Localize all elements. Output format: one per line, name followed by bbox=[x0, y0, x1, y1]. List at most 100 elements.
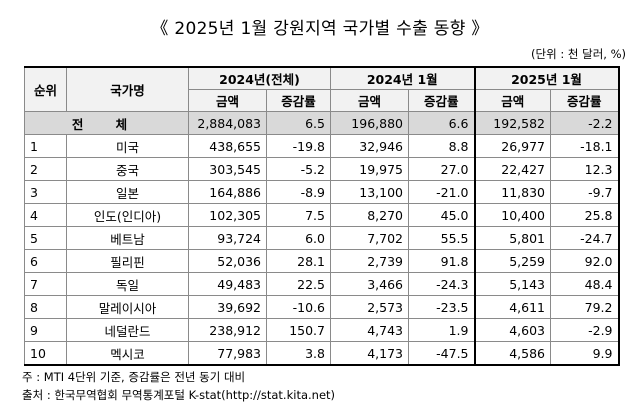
cell-p1-amount: 303,545 bbox=[188, 157, 267, 181]
cell-p1-rate: 150.7 bbox=[266, 318, 331, 342]
cell-p3-amount: 26,977 bbox=[473, 134, 551, 158]
cell-p2-amount: 2,573 bbox=[330, 295, 409, 319]
cell-p1-amount: 164,886 bbox=[188, 180, 267, 204]
header-country: 국가명 bbox=[66, 66, 189, 112]
cell-p1-rate: 3.8 bbox=[266, 341, 331, 366]
cell-p2-amount: 4,743 bbox=[330, 318, 409, 342]
cell-p1-amount: 2,884,083 bbox=[188, 111, 267, 135]
cell-p3-amount: 4,603 bbox=[473, 318, 551, 342]
header-rank: 순위 bbox=[24, 66, 67, 112]
export-table: 순위 국가명 2024년(전체) 2024년 1월 2025년 1월 금액 증감… bbox=[24, 66, 620, 366]
cell-p2-amount: 4,173 bbox=[330, 341, 409, 366]
cell-p3-rate: 48.4 bbox=[550, 272, 620, 296]
cell-p3-rate: 25.8 bbox=[550, 203, 620, 227]
header-period-2025-jan: 2025년 1월 bbox=[473, 66, 620, 90]
header-rate: 증감률 bbox=[550, 89, 620, 112]
header-amount: 금액 bbox=[188, 89, 267, 112]
cell-p3-amount: 10,400 bbox=[473, 203, 551, 227]
cell-p1-rate: 22.5 bbox=[266, 272, 331, 296]
cell-p3-amount: 5,259 bbox=[473, 249, 551, 273]
cell-rank: 5 bbox=[24, 226, 67, 250]
cell-rank: 2 bbox=[24, 157, 67, 181]
cell-p2-rate: -21.0 bbox=[408, 180, 475, 204]
cell-p3-amount: 5,801 bbox=[473, 226, 551, 250]
cell-p2-amount: 3,466 bbox=[330, 272, 409, 296]
cell-country: 네덜란드 bbox=[66, 318, 189, 342]
cell-p2-amount: 13,100 bbox=[330, 180, 409, 204]
total-label: 전 체 bbox=[24, 111, 189, 135]
cell-p3-rate: 9.9 bbox=[550, 341, 620, 366]
cell-p1-rate: -5.2 bbox=[266, 157, 331, 181]
cell-country: 베트남 bbox=[66, 226, 189, 250]
cell-rank: 6 bbox=[24, 249, 67, 273]
table-row: 10 멕시코 77,983 3.8 4,173 -47.5 4,586 9.9 bbox=[24, 341, 620, 366]
cell-rank: 10 bbox=[24, 341, 67, 366]
cell-p1-amount: 52,036 bbox=[188, 249, 267, 273]
cell-p3-rate: -18.1 bbox=[550, 134, 620, 158]
cell-p1-amount: 49,483 bbox=[188, 272, 267, 296]
cell-p3-amount: 192,582 bbox=[473, 111, 551, 135]
cell-rank: 3 bbox=[24, 180, 67, 204]
cell-rank: 7 bbox=[24, 272, 67, 296]
cell-country: 말레이시아 bbox=[66, 295, 189, 319]
cell-rank: 9 bbox=[24, 318, 67, 342]
header-rate: 증감률 bbox=[408, 89, 475, 112]
cell-country: 인도(인디아) bbox=[66, 203, 189, 227]
cell-p2-amount: 8,270 bbox=[330, 203, 409, 227]
cell-p2-amount: 19,975 bbox=[330, 157, 409, 181]
cell-p3-rate: 92.0 bbox=[550, 249, 620, 273]
cell-p3-rate: -2.2 bbox=[550, 111, 620, 135]
cell-p3-rate: 12.3 bbox=[550, 157, 620, 181]
cell-rank: 1 bbox=[24, 134, 67, 158]
cell-p1-amount: 438,655 bbox=[188, 134, 267, 158]
cell-p1-rate: 28.1 bbox=[266, 249, 331, 273]
cell-country: 일본 bbox=[66, 180, 189, 204]
cell-p1-rate: 6.0 bbox=[266, 226, 331, 250]
cell-p2-rate: 6.6 bbox=[408, 111, 475, 135]
cell-p2-rate: -23.5 bbox=[408, 295, 475, 319]
cell-p1-rate: 6.5 bbox=[266, 111, 331, 135]
cell-p2-rate: 27.0 bbox=[408, 157, 475, 181]
cell-p2-rate: -24.3 bbox=[408, 272, 475, 296]
cell-p3-rate: -24.7 bbox=[550, 226, 620, 250]
table-row: 9 네덜란드 238,912 150.7 4,743 1.9 4,603 -2.9 bbox=[24, 318, 620, 342]
cell-rank: 4 bbox=[24, 203, 67, 227]
cell-p2-amount: 32,946 bbox=[330, 134, 409, 158]
cell-p2-amount: 2,739 bbox=[330, 249, 409, 273]
cell-p2-amount: 196,880 bbox=[330, 111, 409, 135]
cell-p1-amount: 102,305 bbox=[188, 203, 267, 227]
cell-p2-rate: 45.0 bbox=[408, 203, 475, 227]
total-row: 전 체 2,884,083 6.5 196,880 6.6 192,582 -2… bbox=[24, 111, 620, 135]
table-row: 7 독일 49,483 22.5 3,466 -24.3 5,143 48.4 bbox=[24, 272, 620, 296]
cell-p3-rate: 79.2 bbox=[550, 295, 620, 319]
cell-p3-amount: 4,586 bbox=[473, 341, 551, 366]
source-note: 출처 : 한국무역협회 무역통계포털 K-stat(http://stat.ki… bbox=[22, 388, 336, 402]
header-amount: 금액 bbox=[330, 89, 409, 112]
table-row: 5 베트남 93,724 6.0 7,702 55.5 5,801 -24.7 bbox=[24, 226, 620, 250]
table-row: 2 중국 303,545 -5.2 19,975 27.0 22,427 12.3 bbox=[24, 157, 620, 181]
cell-p3-rate: -2.9 bbox=[550, 318, 620, 342]
cell-p1-rate: -19.8 bbox=[266, 134, 331, 158]
unit-label: (단위 : 천 달러, %) bbox=[531, 47, 626, 61]
cell-p2-rate: 1.9 bbox=[408, 318, 475, 342]
header-period-2024-jan: 2024년 1월 bbox=[330, 66, 475, 90]
cell-p1-rate: 7.5 bbox=[266, 203, 331, 227]
cell-country: 미국 bbox=[66, 134, 189, 158]
cell-p2-amount: 7,702 bbox=[330, 226, 409, 250]
table-row: 3 일본 164,886 -8.9 13,100 -21.0 11,830 -9.7 bbox=[24, 180, 620, 204]
page-title: 《 2025년 1월 강원지역 국가별 수출 동향 》 bbox=[151, 19, 489, 39]
footnote: 주 : MTI 4단위 기준, 증감률은 전년 동기 대비 bbox=[22, 370, 246, 384]
header-period-2024-total: 2024년(전체) bbox=[188, 66, 331, 90]
cell-country: 중국 bbox=[66, 157, 189, 181]
cell-p2-rate: -47.5 bbox=[408, 341, 475, 366]
table-row: 1 미국 438,655 -19.8 32,946 8.8 26,977 -18.1 bbox=[24, 134, 620, 158]
cell-p1-amount: 77,983 bbox=[188, 341, 267, 366]
table-row: 6 필리핀 52,036 28.1 2,739 91.8 5,259 92.0 bbox=[24, 249, 620, 273]
cell-country: 멕시코 bbox=[66, 341, 189, 366]
header-rate: 증감률 bbox=[266, 89, 331, 112]
cell-p1-amount: 93,724 bbox=[188, 226, 267, 250]
cell-p1-rate: -10.6 bbox=[266, 295, 331, 319]
table-row: 8 말레이시아 39,692 -10.6 2,573 -23.5 4,611 79.2 bbox=[24, 295, 620, 319]
cell-p3-amount: 11,830 bbox=[473, 180, 551, 204]
cell-p1-rate: -8.9 bbox=[266, 180, 331, 204]
